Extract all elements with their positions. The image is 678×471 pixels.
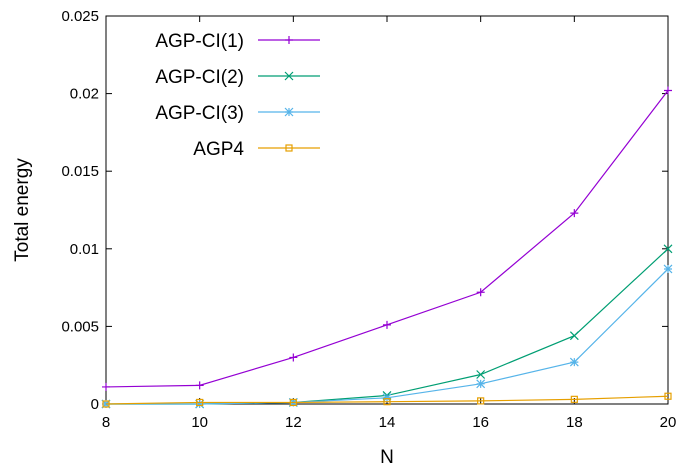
legend-label: AGP-CI(3) <box>155 103 244 124</box>
data-point <box>195 399 205 409</box>
y-tick-label: 0 <box>91 396 99 413</box>
data-point <box>195 381 204 390</box>
legend-marker <box>284 107 294 117</box>
y-tick-label: 0.005 <box>61 318 99 335</box>
data-point <box>476 370 486 379</box>
x-axis-label: N <box>380 447 394 468</box>
series-line <box>105 395 669 405</box>
series-line <box>105 90 669 388</box>
data-point <box>289 353 298 362</box>
legend-marker <box>285 144 293 152</box>
data-point <box>102 382 110 391</box>
series-group <box>101 86 673 409</box>
x-tick-label: 18 <box>566 414 583 431</box>
data-point <box>664 86 672 95</box>
y-tick-label: 0.02 <box>70 86 99 103</box>
legend-label: AGP4 <box>193 139 244 160</box>
data-point <box>476 379 486 389</box>
x-tick-label: 14 <box>379 414 396 431</box>
data-point <box>663 244 673 254</box>
x-tick-label: 20 <box>660 414 677 431</box>
y-axis-label: Total energy <box>12 158 33 262</box>
data-point <box>664 392 672 400</box>
data-point <box>477 397 485 405</box>
series-agp-ci-1 <box>102 86 672 391</box>
data-point <box>196 398 204 407</box>
y-tick-label: 0.01 <box>70 241 99 258</box>
legend-marker <box>284 71 294 81</box>
x-tick-label: 8 <box>102 414 110 431</box>
data-point <box>569 331 579 341</box>
series-line <box>106 268 669 405</box>
data-point <box>289 398 297 407</box>
data-point <box>102 400 110 408</box>
data-point <box>476 288 485 297</box>
series-agp-ci-3 <box>101 264 673 409</box>
data-point <box>383 320 391 329</box>
legend-label: AGP-CI(1) <box>155 31 244 52</box>
x-tick-label: 12 <box>285 414 302 431</box>
legend: AGP-CI(1) AGP-CI(2) AGP-CI(3) AGP4 <box>155 31 320 160</box>
data-point <box>570 209 579 218</box>
legend-label: AGP-CI(2) <box>155 67 244 88</box>
legend-marker <box>285 36 293 44</box>
y-tick-label: 0.015 <box>61 163 99 180</box>
data-point <box>383 398 391 406</box>
data-point <box>382 393 392 403</box>
data-point <box>570 395 578 403</box>
ticks: 8 10 12 14 16 18 20 0 0.005 0.01 0.015 0.02 0.025 <box>61 8 676 431</box>
x-tick-label: 10 <box>191 414 208 431</box>
x-tick-label: 16 <box>472 414 489 431</box>
data-point <box>569 357 579 367</box>
data-point <box>663 264 673 274</box>
y-tick-label: 0.025 <box>61 8 99 25</box>
series-agp4 <box>102 392 672 408</box>
